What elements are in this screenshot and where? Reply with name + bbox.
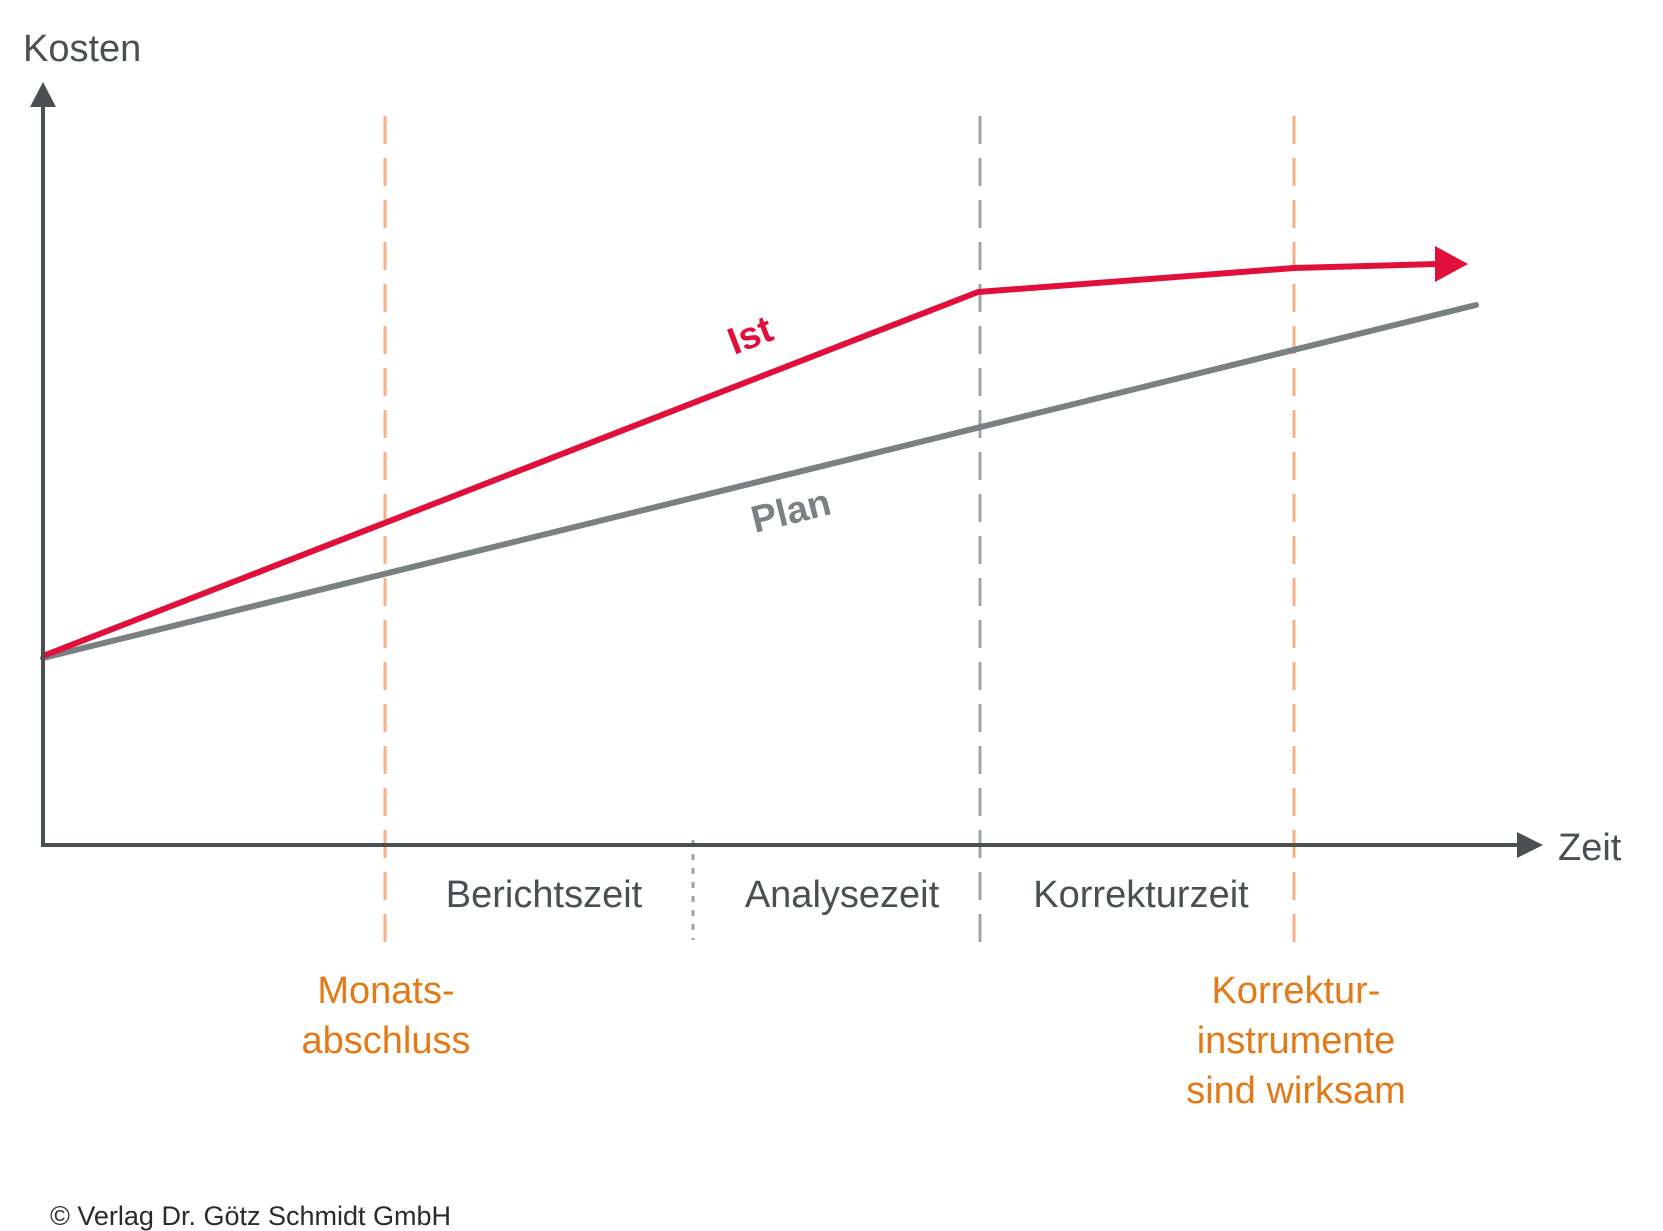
monatsabschluss-label-line-2: abschluss [302,1020,471,1062]
y-axis-label: Kosten [23,28,141,70]
x-axis-label: Zeit [1558,827,1622,869]
korrektur-label-line-2: instrumente [1197,1020,1396,1062]
korrektur-label-line-3: sind wirksam [1186,1070,1406,1112]
plan-series-label: Plan [747,482,835,542]
y-axis-arrow-head [30,82,56,107]
ist-line [41,261,1438,659]
monatsabschluss-label-line-1: Monats- [317,970,454,1012]
x-axis-arrow-head [1517,832,1543,858]
phase-label-berichtszeit: Berichtszeit [446,874,643,916]
ist-arrow-head [1435,246,1468,282]
korrektur-label-line-1: Korrektur- [1212,970,1381,1012]
ist-series-label: Ist [722,308,779,363]
plan-line [40,302,1479,661]
phase-label-korrekturzeit: Korrekturzeit [1033,874,1249,916]
phase-label-analysezeit: Analysezeit [745,874,940,916]
copyright-footer: © Verlag Dr. Götz Schmidt GmbH [50,1201,451,1231]
